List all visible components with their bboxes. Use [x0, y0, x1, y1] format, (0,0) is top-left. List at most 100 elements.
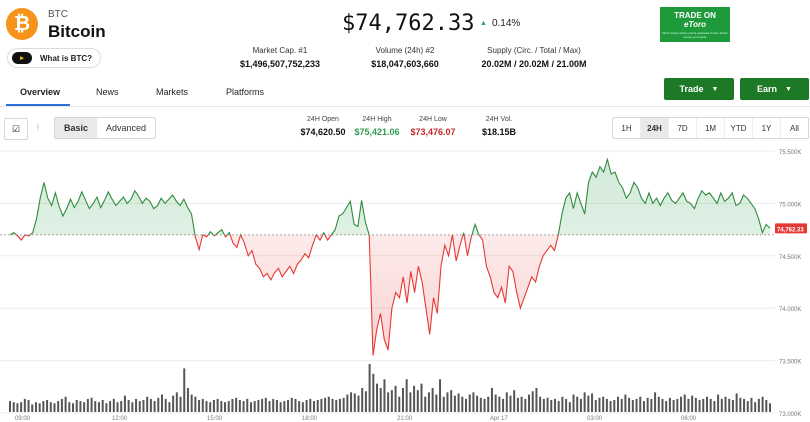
volume-bar	[23, 398, 26, 412]
range-all[interactable]: All	[790, 123, 799, 133]
x-tick-label: 12:00	[112, 416, 128, 422]
volume-bar	[602, 396, 605, 412]
ad-headline: TRADE ON	[674, 11, 716, 20]
earn-button[interactable]: Earn ▼	[740, 78, 809, 100]
volume-bar	[342, 397, 345, 412]
volume-bar	[553, 398, 556, 412]
day-stat-value: $18.15B	[481, 127, 517, 137]
volume-bar	[639, 396, 642, 412]
volume-bar	[331, 398, 334, 412]
volume-bar	[216, 398, 219, 412]
volume-bar	[728, 398, 731, 412]
tab-news[interactable]: News	[96, 87, 119, 97]
volume-bar	[702, 398, 705, 412]
draw-tool-button[interactable]: ⦙	[28, 118, 48, 138]
y-tick-label: 75.500K	[779, 150, 801, 156]
volume-bar	[186, 388, 189, 412]
volume-bar	[401, 388, 404, 412]
volume-bar	[105, 403, 108, 412]
volume-bar	[316, 400, 319, 412]
etoro-ad-banner[interactable]: TRADE ON eToro Don't invest unless you'r…	[660, 7, 730, 42]
advanced-mode-button[interactable]: Advanced	[106, 123, 147, 133]
volume-bar	[383, 379, 386, 412]
volume-bar	[731, 400, 734, 412]
volume-bar	[624, 394, 627, 412]
volume-bar	[294, 398, 297, 412]
volume-bar	[735, 393, 738, 412]
range-1y[interactable]: 1Y	[753, 118, 781, 138]
volume-bar	[550, 400, 553, 412]
volume-bar	[757, 398, 760, 412]
volume-bar	[561, 396, 564, 412]
earn-label: Earn	[757, 84, 778, 94]
ad-disclaimer: Don't invest unless you're prepared to l…	[662, 31, 728, 39]
volume-bar	[42, 401, 45, 412]
tab-overview[interactable]: Overview	[20, 87, 61, 97]
day-stat-value: $75,421.06	[354, 127, 400, 137]
range-1h[interactable]: 1H	[613, 118, 641, 138]
x-tick-label: 15:00	[207, 416, 223, 422]
volume-bar	[57, 401, 60, 412]
volume-bar	[272, 398, 275, 412]
range-ytd[interactable]: YTD	[725, 118, 753, 138]
x-tick-label: 21:00	[397, 416, 413, 422]
volume-bar	[717, 394, 720, 412]
checkbox-tool-button[interactable]: ☑	[4, 118, 28, 140]
volume-bar	[746, 401, 749, 412]
volume-bar	[668, 397, 671, 412]
volume-bar	[409, 392, 412, 412]
area-above	[10, 159, 770, 235]
volume-bar	[739, 397, 742, 412]
volume-bar	[164, 398, 167, 412]
volume-bar	[38, 403, 41, 412]
volume-bar	[765, 400, 768, 412]
basic-mode-button[interactable]: Basic	[55, 118, 98, 138]
range-24h[interactable]: 24H	[641, 118, 669, 138]
volume-bar	[183, 368, 186, 412]
stat-label: Supply (Circ. / Total / Max)	[487, 46, 581, 55]
volume-bar	[427, 392, 430, 412]
volume-bar	[157, 397, 160, 412]
volume-bar	[565, 398, 568, 412]
volume-bar	[631, 400, 634, 412]
volume-bar	[279, 402, 282, 412]
volume-bar	[583, 392, 586, 412]
x-tick-label: 09:00	[15, 416, 31, 422]
trade-button[interactable]: Trade ▼	[664, 78, 734, 100]
volume-bar	[394, 385, 397, 412]
tab-markets[interactable]: Markets	[156, 87, 189, 97]
volume-bar	[387, 392, 390, 412]
volume-bar	[149, 398, 152, 412]
stat-value: $1,496,507,752,233	[239, 59, 321, 69]
volume-bar	[368, 364, 371, 412]
volume-bar	[127, 400, 130, 412]
volume-bar	[9, 401, 11, 412]
volume-bar	[657, 396, 660, 412]
volume-bar	[123, 395, 126, 412]
volume-bar	[468, 394, 471, 412]
what-is-btc-button[interactable]: ▸ What is BTC?	[8, 49, 100, 67]
volume-bar	[709, 398, 712, 412]
volume-bar	[357, 395, 360, 412]
tab-platforms[interactable]: Platforms	[226, 87, 265, 97]
range-1m[interactable]: 1M	[697, 118, 725, 138]
volume-bar	[524, 398, 527, 412]
volume-bar	[450, 390, 453, 412]
volume-bar	[361, 388, 364, 412]
volume-bar	[398, 396, 401, 412]
volume-bar	[720, 398, 723, 412]
x-tick-label: 03:00	[587, 416, 603, 422]
volume-bar	[672, 400, 675, 412]
volume-bar	[353, 393, 356, 412]
price-chart[interactable]: 75.500K 75.000K 74.500K 74.000K 73.500K 73.00…	[0, 146, 810, 422]
coin-name: Bitcoin	[48, 22, 106, 41]
price-change: ▲ 0.14%	[480, 18, 520, 29]
volume-bar	[249, 402, 252, 412]
volume-bar	[494, 394, 497, 412]
range-7d[interactable]: 7D	[669, 118, 697, 138]
volume-bar	[661, 398, 664, 412]
volume-bar	[201, 398, 204, 412]
volume-bar	[198, 400, 201, 412]
coin-symbol: BTC	[48, 9, 68, 20]
volume-bar	[290, 397, 293, 412]
